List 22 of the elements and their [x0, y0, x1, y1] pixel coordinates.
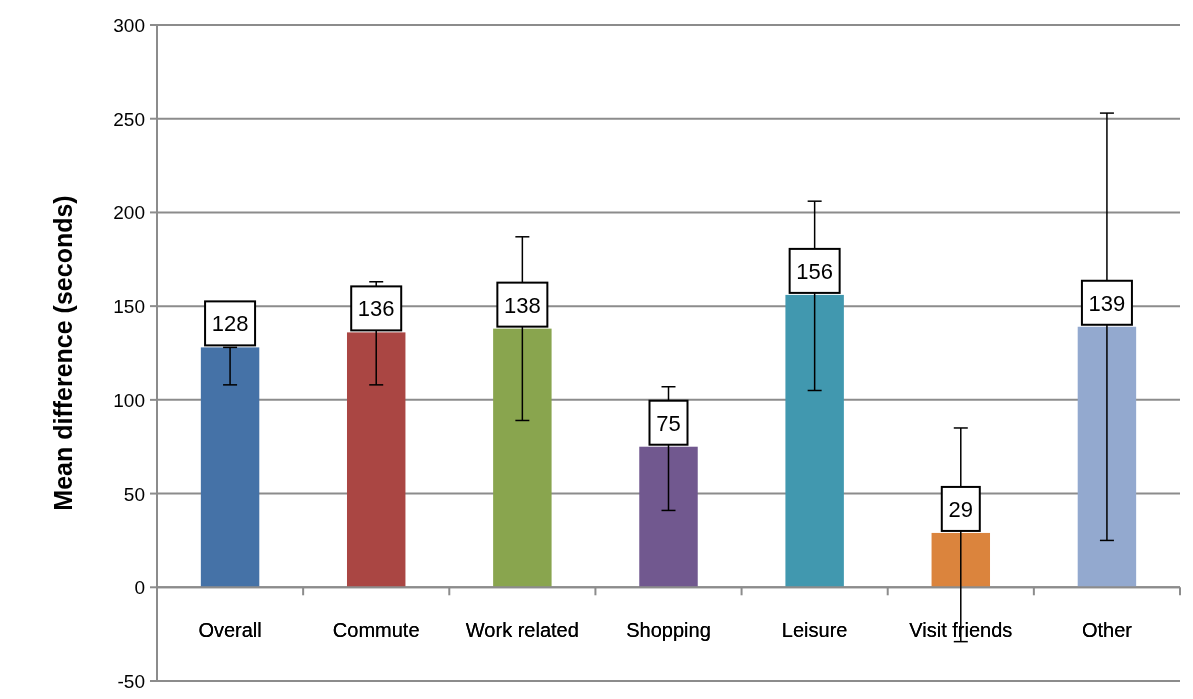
y-tick-label: 150: [113, 296, 145, 318]
data-label: 128: [211, 311, 249, 337]
data-label: 138: [504, 292, 541, 318]
data-label: 75: [656, 410, 681, 436]
y-tick-label: 50: [123, 483, 145, 505]
y-axis-title: Mean difference (seconds): [49, 195, 77, 511]
y-tick-label: 200: [113, 202, 145, 224]
y-tick-label: 0: [134, 577, 145, 599]
x-tick-label: Work related: [465, 619, 579, 642]
data-label: 29: [948, 496, 974, 522]
data-label: 136: [357, 296, 395, 322]
x-tick-label: Other: [1081, 619, 1133, 642]
x-tick-label: Commute: [332, 619, 420, 642]
data-label: 156: [796, 258, 833, 284]
y-tick-label: 100: [113, 389, 145, 411]
x-tick-label: Leisure: [781, 619, 848, 642]
y-tick-label: 300: [113, 15, 145, 36]
y-tick-label: -50: [117, 671, 145, 692]
x-tick-label: Overall: [198, 619, 262, 642]
data-label: 139: [1088, 290, 1126, 316]
y-tick-label: 250: [113, 108, 145, 130]
x-tick-label: Shopping: [626, 619, 711, 642]
